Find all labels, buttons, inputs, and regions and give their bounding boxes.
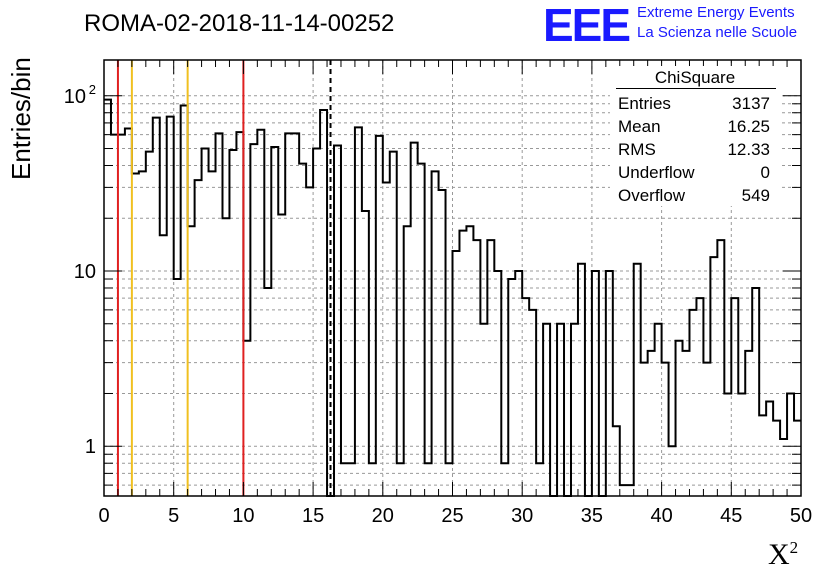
x-tick-label: 45: [720, 505, 742, 527]
stats-row-underflow: Underflow 0: [618, 163, 770, 182]
x-tick-label: 35: [581, 505, 603, 527]
stats-divider: [616, 88, 776, 89]
x-tick-label: 40: [650, 505, 672, 527]
stats-row-entries: Entries 3137: [618, 94, 770, 113]
x-tick-label: 50: [790, 505, 812, 527]
y-axis-label: Entries/bin: [6, 57, 36, 180]
x-tick-label: 10: [232, 505, 254, 527]
stats-box: ChiSquare Entries 3137 Mean 16.25 RMS 12.33…: [610, 66, 780, 206]
x-tick-label: 30: [511, 505, 533, 527]
x-tick-label: 25: [441, 505, 463, 527]
eee-logo: EEE: [543, 0, 631, 51]
x-tick-label: 5: [168, 505, 179, 527]
logo-line-2: La Scienza nelle Scuole: [637, 24, 798, 41]
histogram-line: [104, 98, 801, 497]
chart-title: ROMA-02-2018-11-14-00252: [84, 10, 395, 37]
stats-title: ChiSquare: [654, 68, 736, 87]
x-axis-label: X2: [768, 538, 799, 571]
y-tick-exponent: 2: [89, 82, 96, 97]
y-tick-label: 1: [85, 436, 96, 458]
y-tick-label: 10: [64, 86, 86, 108]
y-tick-label: 10: [74, 261, 96, 283]
x-tick-label: 0: [98, 505, 109, 527]
stats-row-rms: RMS 12.33: [618, 140, 770, 159]
stats-row-mean: Mean 16.25: [618, 117, 770, 136]
logo-line-1: Extreme Energy Events: [637, 4, 795, 21]
x-tick-label: 15: [302, 505, 324, 527]
stats-row-overflow: Overflow 549: [618, 186, 770, 205]
x-tick-label: 20: [372, 505, 394, 527]
